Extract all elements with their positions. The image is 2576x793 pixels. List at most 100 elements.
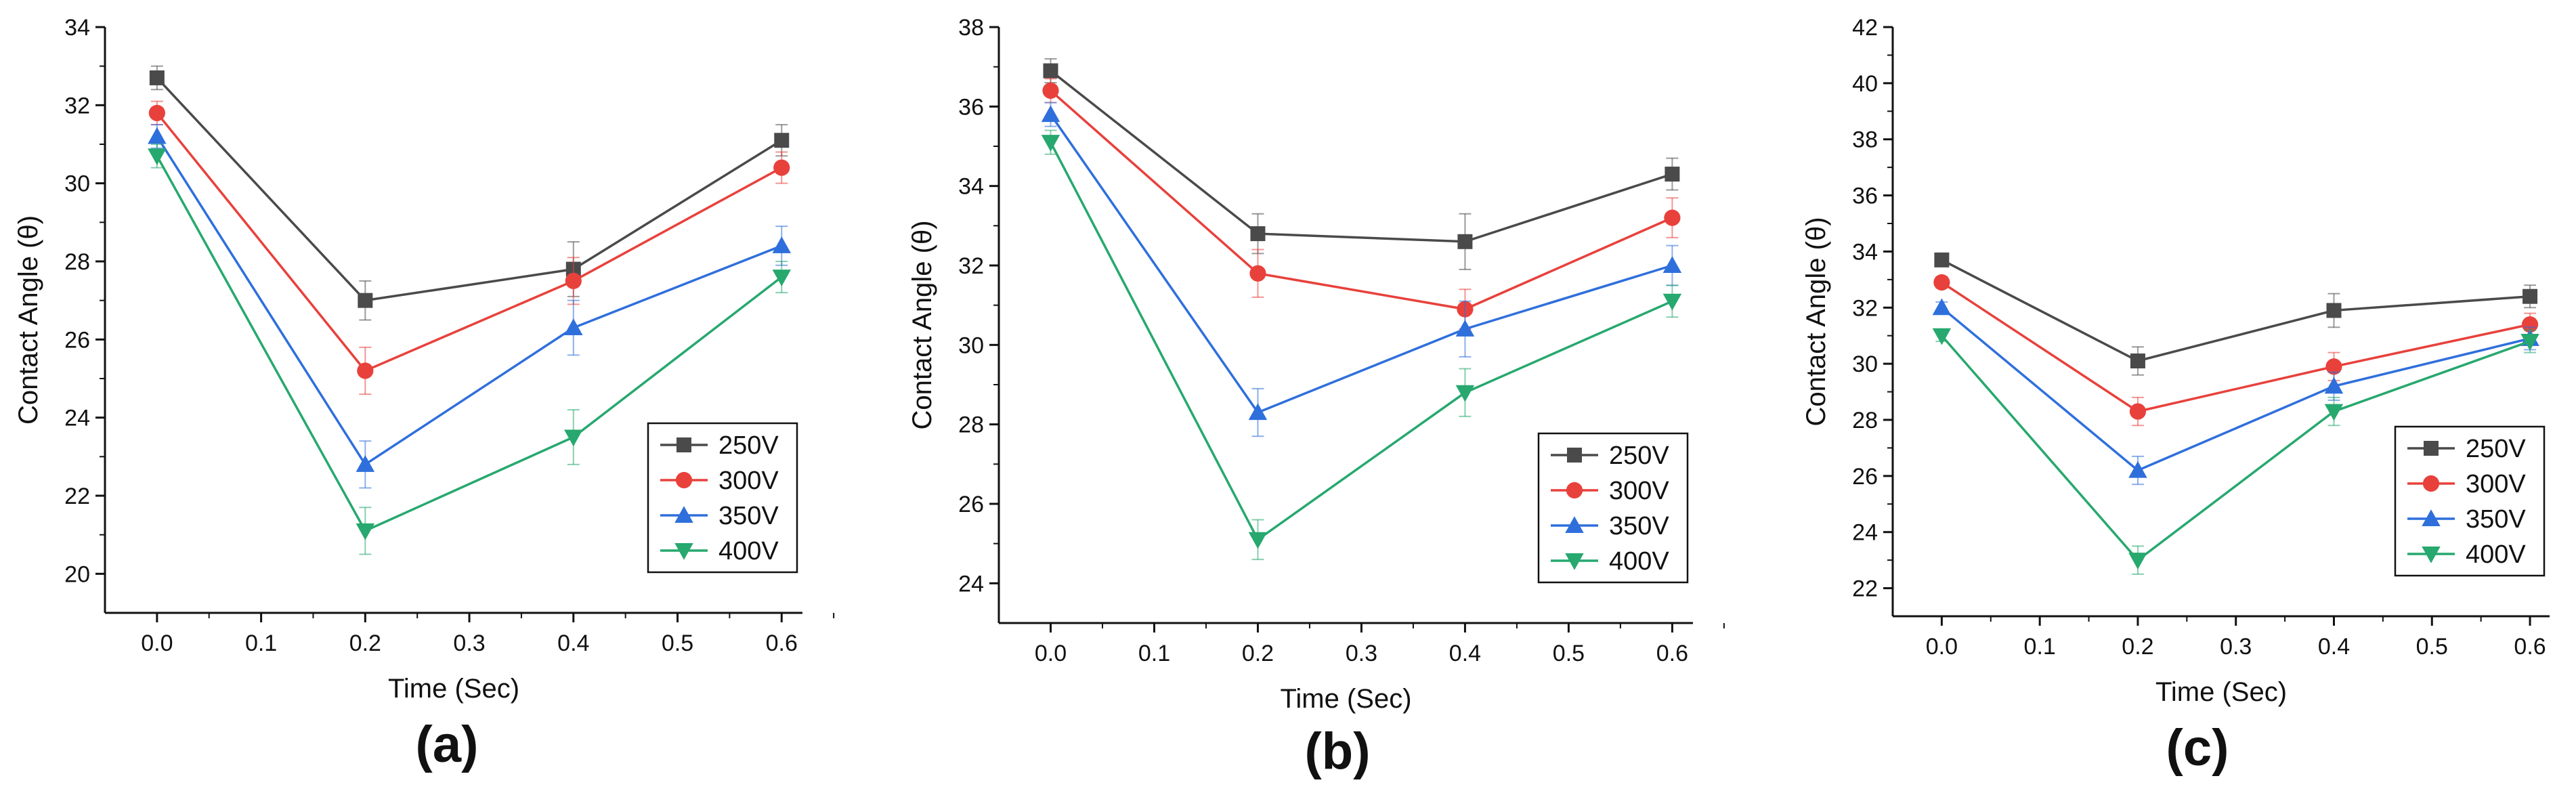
y-tick-label: 26	[64, 327, 90, 353]
data-point-250V	[2326, 303, 2342, 318]
x-tick-label: 0.3	[2220, 634, 2252, 660]
data-point-250V	[1665, 167, 1680, 182]
y-tick-label: 22	[1852, 576, 1878, 602]
legend-marker-300V	[1566, 481, 1583, 499]
data-point-300V	[1664, 209, 1681, 226]
y-tick-label: 38	[1852, 127, 1878, 153]
data-point-400V	[772, 270, 792, 286]
data-point-250V	[2130, 353, 2145, 368]
y-tick-label: 30	[1852, 351, 1878, 377]
y-tick-label: 28	[1852, 408, 1878, 433]
y-tick-label: 34	[958, 174, 984, 200]
y-tick-label: 32	[64, 93, 90, 119]
data-point-300V	[1042, 82, 1059, 99]
legend-label: 250V	[718, 431, 779, 460]
legend-marker-350V	[1565, 516, 1584, 533]
data-point-300V	[1249, 265, 1266, 282]
x-tick-label: 0.2	[1242, 641, 1274, 666]
series-line-350V	[156, 135, 782, 467]
data-point-300V	[773, 159, 790, 176]
x-tick-label: 0.1	[2024, 634, 2056, 660]
series-line-400V	[1941, 335, 2531, 562]
data-point-400V	[356, 523, 375, 540]
data-point-300V	[1933, 274, 1950, 291]
data-point-350V	[772, 236, 792, 253]
series-line-400V	[1049, 142, 1673, 542]
y-tick-label: 36	[958, 94, 984, 120]
series-line-350V	[1941, 306, 2531, 472]
y-tick-label: 24	[64, 406, 90, 431]
legend-label: 300V	[2466, 470, 2526, 498]
legend-label: 300V	[1609, 477, 1669, 505]
legend-marker-400V	[2422, 546, 2441, 563]
legend-label: 250V	[1609, 442, 1669, 470]
y-tick-label: 40	[1852, 71, 1878, 97]
series-line-250V	[1050, 70, 1673, 243]
y-tick-label: 26	[958, 492, 984, 517]
x-axis-label: Time (Sec)	[1280, 684, 1411, 714]
data-point-300V	[565, 272, 582, 289]
legend-label: 400V	[718, 537, 779, 565]
x-tick-label: 0.5	[1553, 641, 1585, 666]
y-tick-label: 22	[64, 484, 90, 509]
x-tick-label: 0.3	[453, 630, 485, 656]
data-point-350V	[1248, 403, 1268, 421]
y-tick-label: 24	[1852, 520, 1878, 546]
data-point-250V	[1043, 63, 1058, 79]
x-tick-label: 0.0	[141, 630, 173, 656]
x-tick-label: 0.0	[1035, 641, 1067, 666]
data-point-350V	[1662, 256, 1682, 273]
x-tick-label: 0.6	[1656, 641, 1688, 666]
chart-panel-3: 22 24 26 28 30 32 34 36 38 40 42 0.0 0.1 0.2 0.3 0.4 0.5…	[1801, 15, 2550, 777]
legend-marker-250V	[2424, 441, 2439, 456]
data-point-400V	[1041, 135, 1060, 152]
legend-marker-250V	[677, 437, 691, 452]
chart-panel-1: 20 22 24 26 28 30 32 34 0.0 0.1 0.2 0.3 0.4 0.5 0.6 Tim…	[14, 15, 835, 773]
data-point-250V	[1934, 252, 1950, 267]
legend-marker-400V	[674, 543, 693, 560]
data-point-400V	[1662, 293, 1682, 311]
data-point-250V	[149, 70, 165, 85]
x-tick-label: 0.4	[1449, 641, 1481, 666]
legend: 250V 300V 350V 400V	[2394, 425, 2546, 577]
x-tick-label: 0.6	[766, 630, 798, 656]
y-axis-label: Contact Angle (θ)	[907, 220, 937, 429]
x-tick-label: 0.2	[349, 630, 381, 656]
x-axis-label: Time (Sec)	[2155, 677, 2287, 707]
legend-box	[647, 422, 798, 574]
y-tick-label: 20	[64, 561, 90, 587]
data-point-250V	[1250, 226, 1266, 242]
y-axis-label: Contact Angle (θ)	[1801, 217, 1831, 426]
x-tick-label: 0.1	[1138, 641, 1170, 666]
data-point-350V	[1455, 320, 1475, 337]
data-point-350V	[1932, 298, 1952, 316]
data-point-300V	[357, 362, 374, 379]
x-axis-label: Time (Sec)	[388, 674, 519, 704]
series-line-350V	[1050, 114, 1673, 414]
x-tick-label: 0.4	[557, 630, 589, 656]
data-point-400V	[2520, 334, 2539, 351]
data-point-400V	[564, 429, 583, 447]
data-point-300V	[2325, 358, 2342, 375]
y-tick-label: 36	[1852, 184, 1878, 209]
legend-marker-350V	[674, 506, 693, 523]
y-tick-label: 32	[958, 253, 984, 279]
y-tick-label: 28	[64, 249, 90, 275]
y-tick-label: 34	[1852, 239, 1878, 265]
data-point-300V	[2129, 403, 2147, 420]
legend-marker-300V	[675, 471, 693, 489]
y-tick-label: 30	[958, 333, 984, 358]
series-line-300V	[156, 112, 783, 372]
y-tick-label: 42	[1852, 15, 1878, 41]
series-line-300V	[1050, 89, 1673, 311]
x-tick-label: 0.3	[1346, 641, 1377, 666]
x-tick-label: 0.1	[245, 630, 277, 656]
data-point-300V	[2521, 316, 2539, 333]
data-point-250V	[1457, 234, 1473, 249]
legend-marker-250V	[1567, 448, 1582, 463]
x-tick-label: 0.4	[2318, 634, 2350, 660]
data-point-400V	[1932, 328, 1952, 345]
chart-panel-2: 24 26 28 30 32 34 36 38 0.0 0.1 0.2 0.3 0.4 0.5 0.6 Tim…	[907, 15, 1725, 780]
data-point-400V	[2324, 404, 2344, 421]
